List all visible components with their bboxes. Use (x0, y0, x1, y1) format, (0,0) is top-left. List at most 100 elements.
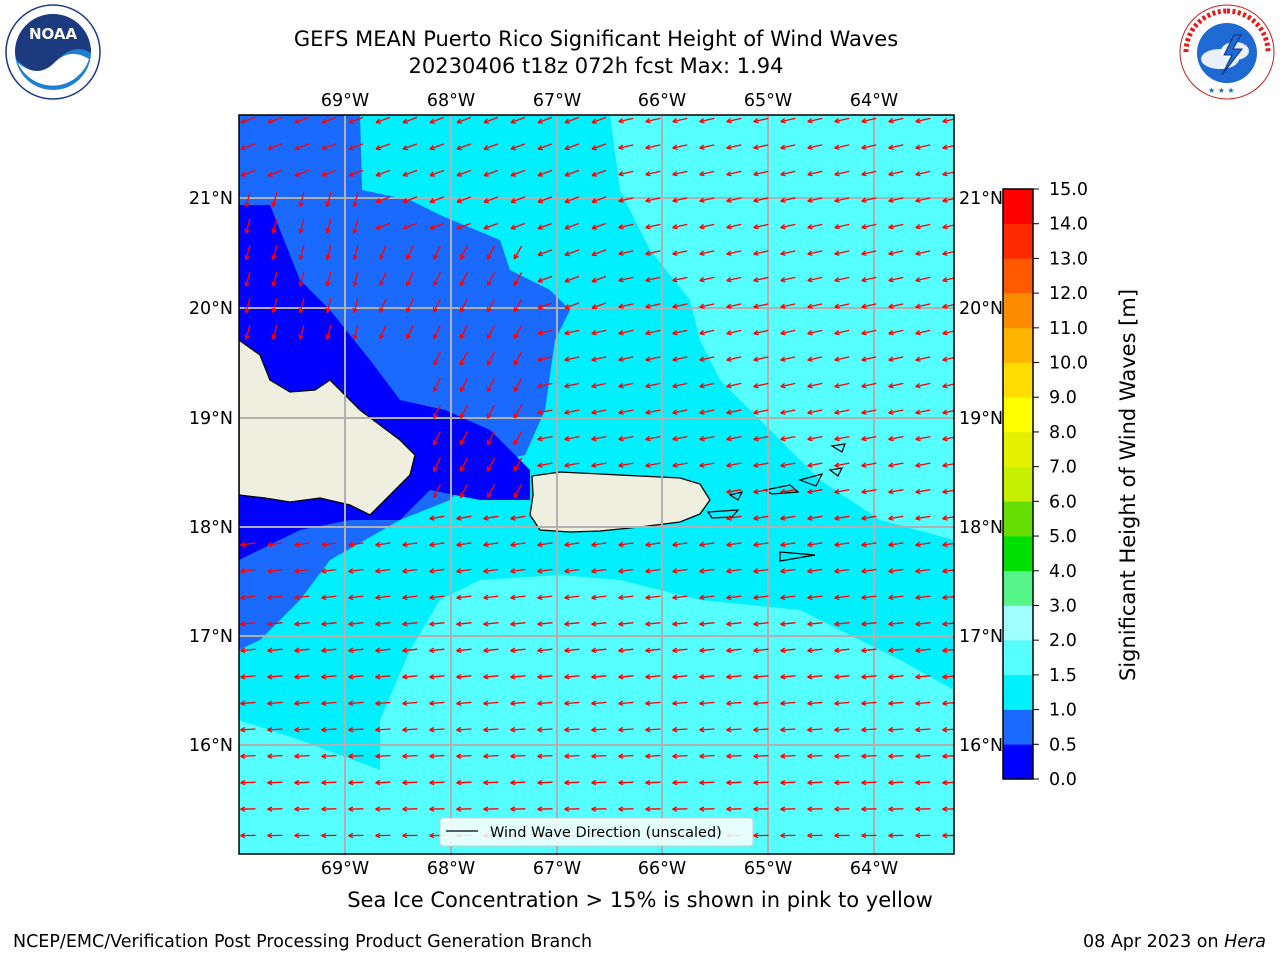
wave-direction-arrow (915, 754, 931, 758)
wave-direction-arrow (780, 489, 796, 493)
wave-direction-arrowhead (726, 702, 732, 707)
wave-direction-arrowhead (375, 729, 381, 733)
wave-direction-arrowhead (618, 226, 624, 230)
wave-direction-arrowhead (564, 224, 569, 230)
wave-direction-arrow (321, 728, 337, 731)
wave-direction-arrow (456, 515, 472, 520)
wave-direction-arrow (456, 648, 472, 652)
wave-direction-arrowhead (240, 118, 245, 124)
wave-direction-arrow (456, 595, 472, 599)
wave-direction-arrowhead (699, 250, 705, 255)
wave-direction-arrow (326, 218, 332, 234)
nws-logo-icon: ★ ★ ★ (1179, 4, 1275, 100)
wave-direction-arrowhead (888, 276, 894, 282)
wave-direction-arrowhead (699, 382, 705, 388)
wave-direction-arrowhead (591, 594, 597, 599)
wave-direction-arrow (753, 542, 769, 546)
wave-direction-arrow (486, 245, 496, 260)
wave-direction-arrowhead (618, 120, 624, 124)
wave-direction-arrowhead (915, 570, 921, 574)
wave-direction-arrow (699, 197, 715, 202)
wave-direction-arrow (402, 648, 418, 652)
wave-direction-arrow (861, 754, 877, 758)
wave-direction-arrowhead (456, 755, 462, 759)
wave-direction-arrowhead (726, 385, 732, 389)
wave-direction-arrowhead (618, 144, 624, 149)
wave-direction-arrow (272, 218, 278, 234)
wave-direction-arrowhead (699, 597, 705, 601)
wave-direction-arrow (245, 245, 251, 260)
wave-direction-arrowhead (348, 174, 354, 177)
lon-label: 65°W (744, 91, 792, 111)
wave-direction-arrowhead (375, 570, 381, 574)
wave-direction-arrow (726, 250, 742, 255)
wave-direction-arrowhead (487, 388, 492, 393)
wave-direction-arrowhead (672, 279, 678, 283)
wave-direction-arrowhead (861, 726, 867, 731)
wave-direction-arrow (807, 754, 823, 758)
wave-direction-arrowhead (807, 200, 813, 203)
wave-direction-arrowhead (402, 782, 408, 786)
wave-direction-arrowhead (321, 174, 327, 177)
wave-direction-arrowhead (564, 356, 570, 361)
wave-direction-arrow (834, 303, 850, 308)
wave-direction-arrow (375, 622, 391, 625)
wave-direction-arrow (861, 595, 877, 599)
wave-direction-arrowhead (321, 729, 327, 733)
wave-direction-arrowhead (460, 414, 465, 419)
wave-direction-arrowhead (618, 568, 624, 573)
wave-direction-arrowhead (564, 623, 570, 627)
wave-direction-arrow (321, 648, 337, 652)
wave-direction-arrowhead (244, 334, 247, 340)
wave-direction-arrowhead (564, 174, 570, 177)
wave-direction-arrow (645, 595, 661, 599)
wave-direction-arrowhead (537, 594, 543, 599)
wave-direction-arrowhead (780, 332, 786, 336)
wave-direction-arrowhead (834, 808, 840, 812)
wave-direction-arrow (591, 648, 607, 652)
wave-direction-arrow (375, 169, 391, 177)
wave-direction-arrow (272, 271, 278, 287)
wave-direction-arrowhead (780, 570, 786, 574)
wave-direction-arrowhead (834, 623, 840, 627)
wave-direction-arrowhead (321, 647, 327, 652)
wave-direction-arrow (537, 356, 553, 361)
wave-direction-arrowhead (299, 229, 304, 234)
wave-direction-arrow (618, 409, 634, 414)
wave-direction-arrow (915, 250, 931, 255)
wave-direction-arrowhead (240, 726, 246, 731)
wave-direction-arrowhead (834, 223, 840, 229)
wave-direction-arrow (645, 462, 661, 467)
wave-direction-arrow (672, 542, 688, 546)
wave-direction-arrowhead (618, 147, 624, 150)
wave-direction-arrowhead (753, 120, 759, 124)
title-line-2: 20230406 t18z 072h fcst Max: 1.94 (408, 54, 784, 78)
wave-direction-arrowhead (645, 359, 651, 362)
wave-direction-arrowhead (564, 594, 570, 599)
wave-direction-arrowhead (672, 147, 678, 150)
wave-direction-arrowhead (272, 229, 277, 234)
wave-direction-arrowhead (861, 382, 867, 388)
wave-direction-arrow (564, 169, 580, 177)
wave-direction-arrowhead (942, 200, 948, 203)
wave-direction-arrow (888, 117, 904, 123)
wave-direction-arrowhead (834, 435, 839, 440)
wave-direction-arrowhead (564, 329, 570, 335)
wave-direction-arrow (807, 329, 823, 335)
wave-direction-arrowhead (780, 674, 786, 678)
wave-direction-arrowhead (483, 650, 489, 654)
wave-direction-arrowhead (402, 118, 407, 124)
lon-label: 68°W (427, 859, 475, 879)
wave-direction-arrow (861, 675, 877, 678)
wave-direction-arrowhead (861, 117, 867, 123)
wave-direction-arrowhead (402, 808, 408, 812)
wave-direction-arrow (834, 462, 850, 467)
wave-direction-arrowhead (456, 676, 462, 680)
wave-direction-arrowhead (672, 782, 678, 786)
wave-direction-arrowhead (672, 117, 678, 123)
wave-direction-arrowhead (564, 806, 570, 810)
wave-direction-arrowhead (645, 623, 651, 627)
wave-direction-arrowhead (618, 303, 624, 308)
wave-direction-arrowhead (402, 647, 408, 652)
wave-direction-arrowhead (537, 329, 543, 335)
